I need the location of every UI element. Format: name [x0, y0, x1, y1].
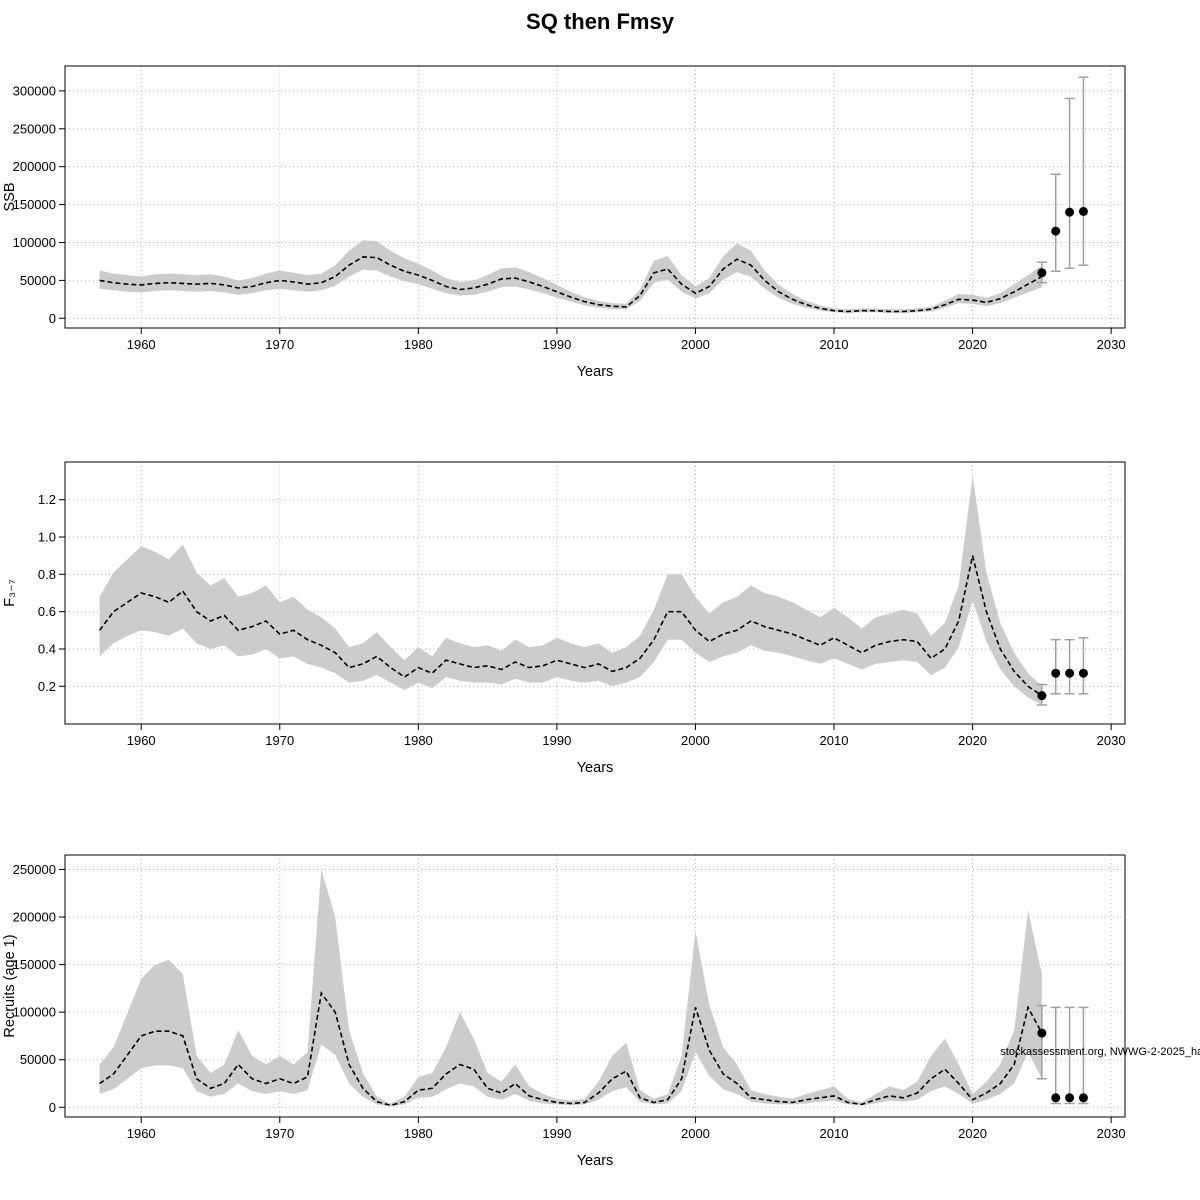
- svg-text:F₃₋₇: F₃₋₇: [2, 579, 18, 606]
- ssb-chart: 1960 1970 1980 1990 2000 2010 2020 2030 0 50000 10…: [2, 65, 1126, 380]
- svg-text:1960: 1960: [127, 1126, 156, 1141]
- svg-text:250000: 250000: [13, 121, 56, 136]
- svg-text:250000: 250000: [13, 862, 56, 877]
- svg-text:150000: 150000: [13, 957, 56, 972]
- svg-text:150000: 150000: [13, 197, 56, 212]
- svg-text:0.6: 0.6: [38, 604, 56, 619]
- svg-text:2020: 2020: [958, 733, 987, 748]
- svg-text:1990: 1990: [542, 733, 571, 748]
- svg-text:1980: 1980: [404, 337, 433, 352]
- svg-text:1.2: 1.2: [38, 492, 56, 507]
- svg-text:50000: 50000: [20, 273, 56, 288]
- svg-text:50000: 50000: [20, 1052, 56, 1067]
- svg-text:1960: 1960: [127, 337, 156, 352]
- svg-text:200000: 200000: [13, 910, 56, 925]
- svg-text:Recruits (age 1): Recruits (age 1): [2, 934, 18, 1037]
- svg-text:100000: 100000: [13, 235, 56, 250]
- recruits-chart: 1960 1970 1980 1990 2000 2010 2020 2030 0 50000 10…: [2, 854, 1200, 1169]
- svg-text:100000: 100000: [13, 1005, 56, 1020]
- svg-text:Years: Years: [577, 760, 614, 776]
- svg-text:2010: 2010: [820, 1126, 849, 1141]
- svg-text:2020: 2020: [958, 337, 987, 352]
- svg-text:Years: Years: [577, 364, 614, 380]
- svg-text:0.8: 0.8: [38, 567, 56, 582]
- svg-text:2000: 2000: [681, 337, 710, 352]
- svg-text:1980: 1980: [404, 1126, 433, 1141]
- svg-text:2030: 2030: [1097, 337, 1126, 352]
- svg-text:1990: 1990: [542, 337, 571, 352]
- svg-text:1970: 1970: [265, 1126, 294, 1141]
- svg-text:SSB: SSB: [2, 182, 18, 211]
- svg-text:0.4: 0.4: [38, 641, 56, 656]
- svg-text:Years: Years: [577, 1153, 614, 1169]
- fishing-mortality-chart: 1960 1970 1980 1990 2000 2010 2020 2030 0.2 0.4 0.…: [2, 461, 1126, 776]
- svg-text:2030: 2030: [1097, 1126, 1126, 1141]
- svg-text:2030: 2030: [1097, 733, 1126, 748]
- svg-text:1980: 1980: [404, 733, 433, 748]
- svg-text:0: 0: [49, 311, 56, 326]
- svg-text:1.0: 1.0: [38, 530, 56, 545]
- svg-text:1970: 1970: [265, 733, 294, 748]
- svg-text:stockassessment.org, NWWG-2-20: stockassessment.org, NWWG-2-2025_ha: [1000, 1046, 1200, 1058]
- svg-text:1970: 1970: [265, 337, 294, 352]
- svg-text:2000: 2000: [681, 1126, 710, 1141]
- svg-text:2010: 2010: [820, 733, 849, 748]
- svg-text:1990: 1990: [542, 1126, 571, 1141]
- svg-text:0: 0: [49, 1100, 56, 1115]
- svg-text:2010: 2010: [820, 337, 849, 352]
- svg-text:300000: 300000: [13, 83, 56, 98]
- svg-text:2020: 2020: [958, 1126, 987, 1141]
- svg-text:1960: 1960: [127, 733, 156, 748]
- svg-text:2000: 2000: [681, 733, 710, 748]
- svg-text:0.2: 0.2: [38, 679, 56, 694]
- figure-title: SQ then Fmsy: [526, 9, 674, 34]
- svg-text:200000: 200000: [13, 159, 56, 174]
